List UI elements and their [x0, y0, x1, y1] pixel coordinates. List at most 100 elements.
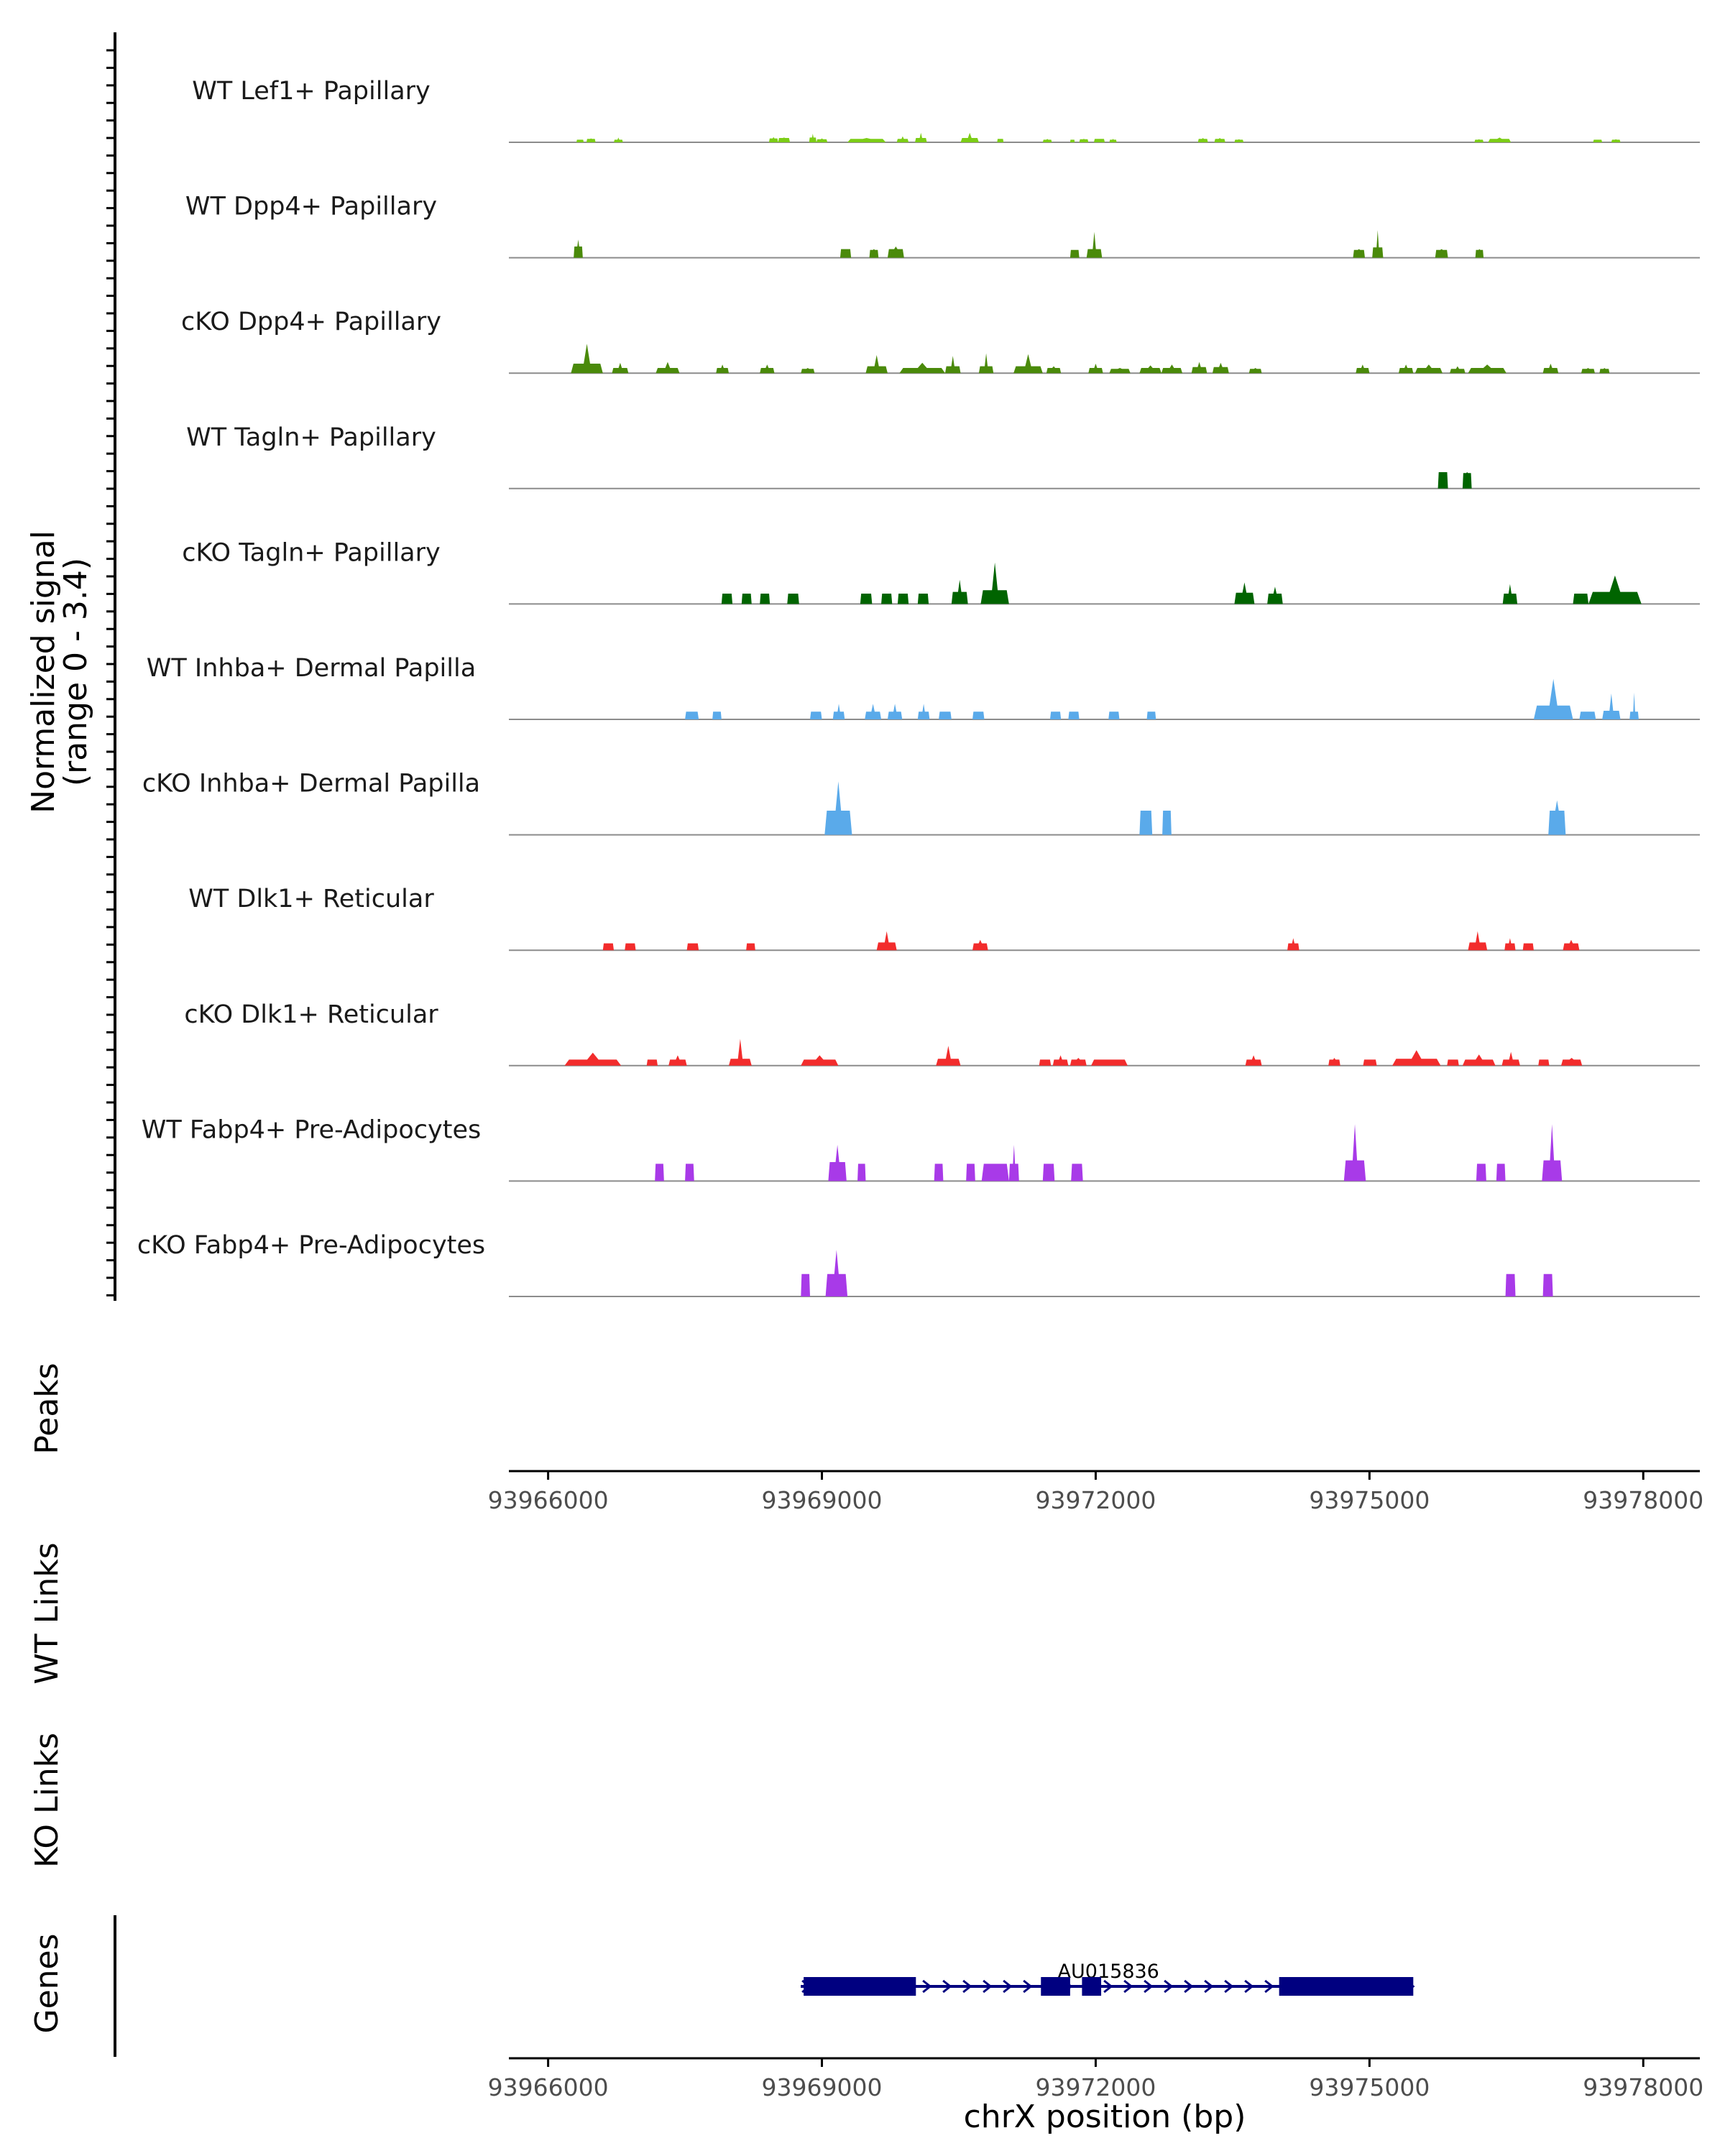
- signal-peak: [1039, 1059, 1052, 1066]
- signal-peak: [840, 249, 852, 258]
- signal-peak: [1328, 1058, 1340, 1066]
- signal-peak: [978, 353, 994, 374]
- signal-peak: [1542, 364, 1559, 374]
- signal-peak: [614, 137, 623, 142]
- signal-peak: [1474, 139, 1484, 142]
- signal-peak: [1502, 584, 1518, 604]
- track-label: WT Dlk1+ Reticular: [188, 885, 434, 913]
- gene-track: AU015836: [801, 1961, 1415, 1996]
- signal-peak: [1542, 1273, 1553, 1296]
- x-axis-tick-label: 93972000: [1035, 1486, 1156, 1514]
- signal-peak: [1146, 711, 1156, 719]
- signal-peak: [1070, 249, 1080, 258]
- signal-peak: [729, 1038, 752, 1066]
- signal-peak: [960, 132, 979, 142]
- signal-peak: [746, 943, 755, 951]
- gene-strand-arrow: [922, 1979, 932, 1994]
- signal-peak: [1538, 1059, 1550, 1066]
- signal-track: WT Dlk1+ Reticular: [188, 885, 1700, 952]
- gene-strand-arrow: [1184, 1979, 1194, 1994]
- signal-peak: [1611, 139, 1621, 142]
- gene-exon: [804, 1977, 916, 1996]
- track-label: cKO Inhba+ Dermal Papilla: [142, 770, 480, 798]
- track-label: cKO Fabp4+ Pre-Adipocytes: [137, 1231, 485, 1260]
- signal-peak: [1468, 364, 1506, 374]
- signal-peak: [586, 138, 596, 142]
- signal-peak: [787, 594, 799, 604]
- gene-strand-arrow: [1204, 1979, 1214, 1994]
- signal-peak: [1091, 1059, 1128, 1066]
- signal-peak: [934, 1164, 944, 1181]
- signal-peak: [951, 579, 968, 604]
- signal-peak: [1504, 938, 1516, 951]
- signal-peak: [832, 704, 845, 719]
- signal-track: WT Fabp4+ Pre-Adipocytes: [142, 1115, 1700, 1182]
- signal-peak: [816, 138, 828, 142]
- signal-peak: [576, 139, 584, 142]
- signal-peak: [876, 931, 897, 951]
- signal-peak: [1214, 138, 1225, 142]
- signal-peak: [972, 939, 988, 951]
- signal-peak: [824, 781, 852, 835]
- signal-peak: [1438, 472, 1448, 489]
- gene-strand-arrow: [1244, 1979, 1254, 1994]
- gene-strand-arrow: [1023, 1979, 1033, 1994]
- signal-peak: [1629, 692, 1639, 719]
- track-label: cKO Dlk1+ Reticular: [184, 1000, 438, 1029]
- signal-peak: [1414, 364, 1443, 374]
- signal-peak: [1602, 694, 1621, 719]
- signal-peak: [602, 943, 615, 951]
- signal-peak: [1139, 365, 1162, 374]
- x-axis-tick-label: 93969000: [762, 2073, 883, 2101]
- gene-strand-arrow: [1264, 1979, 1274, 1994]
- signal-peak: [887, 247, 904, 258]
- signal-track: cKO Dlk1+ Reticular: [184, 1000, 1700, 1067]
- signal-peak: [972, 711, 985, 719]
- signal-peak: [1356, 364, 1370, 374]
- signal-peak: [625, 943, 636, 951]
- gene-strand-arrow: [962, 1979, 972, 1994]
- signal-peak: [897, 594, 909, 604]
- ko-links-track-label: KO Links: [29, 1733, 65, 1868]
- signal-peak: [1561, 1058, 1583, 1066]
- signal-peak: [1197, 138, 1208, 142]
- signal-peak: [1049, 711, 1062, 719]
- track-label: cKO Tagln+ Papillary: [182, 538, 441, 567]
- signal-peak: [936, 1046, 961, 1066]
- signal-peak: [1013, 354, 1043, 374]
- signal-track: cKO Fabp4+ Pre-Adipocytes: [137, 1231, 1700, 1297]
- signal-peak: [860, 594, 873, 604]
- signal-track: WT Lef1+ Papillary: [192, 77, 1700, 143]
- signal-peak: [980, 562, 1009, 604]
- signal-peak: [1093, 139, 1105, 142]
- signal-track: cKO Tagln+ Papillary: [182, 538, 1700, 605]
- signal-peak: [685, 711, 699, 719]
- gene-strand-arrow: [1224, 1979, 1234, 1994]
- gene-strand-arrow: [942, 1979, 952, 1994]
- x-axis-tick-label: 93975000: [1309, 1486, 1430, 1514]
- signal-peak: [1372, 230, 1384, 258]
- signal-peak: [1212, 362, 1229, 374]
- signal-peak: [656, 361, 680, 374]
- signal-peak: [944, 356, 961, 374]
- signal-peak: [1042, 1164, 1055, 1181]
- signal-peak: [1599, 368, 1610, 374]
- signal-peak: [1563, 939, 1580, 951]
- signal-y-axis-title: Normalized signal: [25, 530, 62, 814]
- signal-peak: [1052, 1055, 1069, 1066]
- signal-peak: [721, 594, 733, 604]
- signal-peak: [1450, 366, 1466, 374]
- signal-peak: [865, 704, 882, 719]
- gene-strand-arrow: [1003, 1979, 1013, 1994]
- signal-peak: [809, 134, 816, 142]
- signal-peak: [1542, 1124, 1563, 1181]
- signal-peak: [917, 704, 930, 719]
- signal-peak: [564, 1052, 622, 1066]
- signal-peak: [1462, 472, 1472, 489]
- gene-strand-arrow: [1103, 1979, 1113, 1994]
- signal-peak: [1248, 368, 1262, 374]
- signal-peak: [1353, 249, 1366, 258]
- track-label: WT Lef1+ Papillary: [192, 77, 431, 106]
- signal-peak: [1573, 594, 1589, 604]
